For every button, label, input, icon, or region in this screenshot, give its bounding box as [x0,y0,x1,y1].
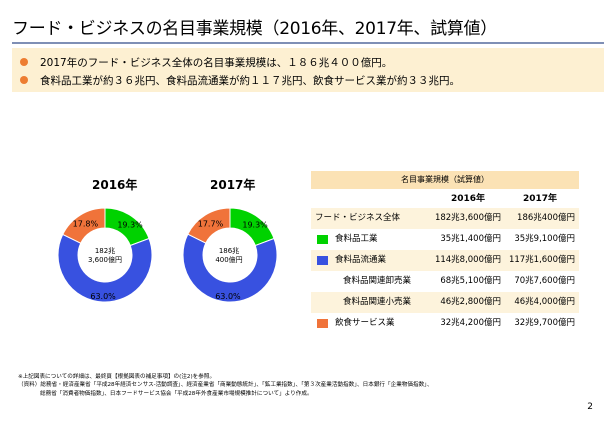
slice-value-label: 17.8% [73,220,99,229]
page-number: 2 [587,402,593,412]
table-row: 食料品流通業 114兆8,000億円 117兆1,600億円 [311,250,579,271]
summary-box: 2017年のフード・ビジネス全体の名目事業規模は、１８６兆４００億円。 食料品工… [12,48,604,92]
slice-value-label: 19.3% [242,221,268,230]
center-label-line: 3,600億円 [87,256,123,265]
donut-slice [62,207,106,244]
value-2016: 182兆3,600億円 [434,213,501,223]
table-row: 飲食サービス業 32兆4,200億円 32兆9,700億円 [311,313,579,334]
value-2017: 32兆9,700億円 [514,318,575,328]
value-2016: 68兆5,100億円 [440,276,501,286]
footnote-line: 総務省「消費者物価指数」、日本フードサービス協会「平成28年外食産業市場規模推計… [40,390,313,397]
row-label: フード・ビジネス全体 [315,213,401,223]
footnote-line: ※上記図表についての詳細は、最終頁【根拠図表の補足事項】の(注2)を参照。 [18,374,216,380]
page-title: フード・ビジネスの名目事業規模（2016年、2017年、試算値） [12,19,497,39]
table-year-row: 2016年 2017年 [311,189,579,210]
chart-title-2017: 2017年 [210,178,256,192]
summary-item: 2017年のフード・ビジネス全体の名目事業規模は、１８６兆４００億円。 [20,53,392,71]
summary-text: 2017年のフード・ビジネス全体の名目事業規模は、１８６兆４００億円。 [40,56,393,69]
table-header: 名目事業規模（試算値） [311,171,579,189]
footnotes: ※上記図表についての詳細は、最終頁【根拠図表の補足事項】の(注2)を参照。 （資… [18,373,433,398]
bullet-icon [20,76,28,84]
row-label: 食料品関連小売業 [343,297,412,307]
donut-slice [187,207,231,244]
value-2016: 35兆1,400億円 [440,234,501,244]
row-label: 食料品関連卸売業 [343,276,412,286]
year-2017: 2017年 [523,194,558,204]
row-label: 飲食サービス業 [335,318,395,328]
title-divider [12,42,604,44]
value-2017: 70兆7,600億円 [514,276,575,286]
center-label-line: 400億円 [215,256,243,265]
value-2017: 117兆1,600億円 [508,255,575,265]
value-2016: 114兆8,000億円 [434,255,501,265]
slice-value-label: 17.7% [198,220,224,229]
donut-slice [57,233,153,303]
table-row: 食料品工業 35兆1,400億円 35兆9,100億円 [311,229,579,250]
summary-item: 食料品工業が約３６兆円、食料品流通業が約１１７兆円、飲食サービス業が約３３兆円。 [20,71,460,89]
value-2016: 32兆4,200億円 [440,318,501,328]
footnote-line: （資料）総務省・経済産業省「平成28年経済センサス-活動調査」、経済産業省「商業… [18,382,433,389]
swatch-distribution [317,256,328,265]
bullet-icon [20,58,28,66]
center-label-line: 186兆 [218,247,240,255]
slice-value-label: 63.0% [90,292,116,301]
donut-slice [182,233,278,303]
value-2017: 186兆400億円 [517,213,575,223]
table-row: フード・ビジネス全体 182兆3,600億円 186兆400億円 [311,208,579,229]
summary-text: 食料品工業が約３６兆円、食料品流通業が約１１７兆円、飲食サービス業が約３３兆円。 [40,74,460,87]
table-row: 食料品関連卸売業 68兆5,100億円 70兆7,600億円 [311,271,579,292]
value-2017: 46兆4,000億円 [514,297,575,307]
center-label-line: 182兆 [94,247,116,255]
value-2016: 46兆2,800億円 [440,297,501,307]
year-2016: 2016年 [451,194,486,204]
row-label: 食料品流通業 [335,255,387,265]
swatch-food-industry [317,235,328,244]
chart-title-2016: 2016年 [92,178,138,192]
row-label: 食料品工業 [335,234,378,244]
center-label-2016: 182兆 3,600億円 [83,247,127,266]
value-2017: 35兆9,100億円 [514,234,575,244]
slice-value-label: 63.0% [215,292,241,301]
slice-value-label: 19.3% [117,221,143,230]
table-row: 食料品関連小売業 46兆2,800億円 46兆4,000億円 [311,292,579,313]
center-label-2017: 186兆 400億円 [207,247,251,266]
swatch-food-service [317,319,328,328]
